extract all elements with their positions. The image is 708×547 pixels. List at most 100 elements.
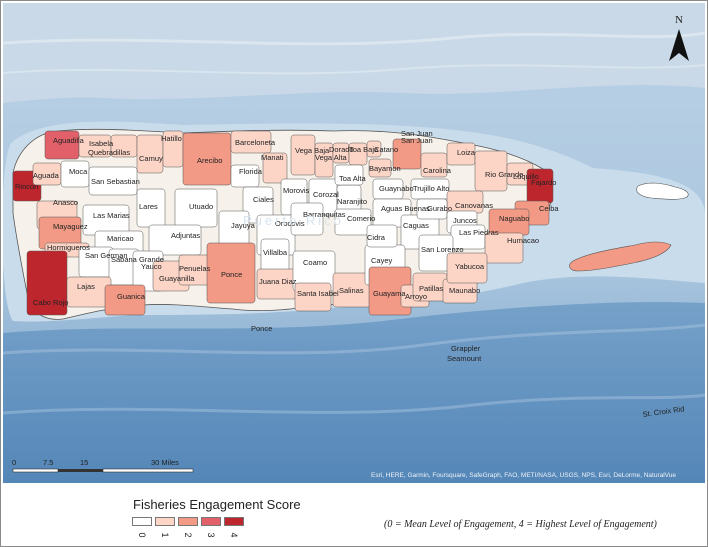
scale-tick-3: 30 Miles [151,458,179,467]
municipality-catano[interactable] [366,140,382,158]
municipality-label-cabo-rojo: Cabo Rojo [33,298,68,307]
municipality-san-juan[interactable] [392,138,422,170]
municipality-carolina[interactable] [420,152,448,178]
scale-bar-segment-2 [102,468,194,473]
municipality-label-aguadilla: Aguadilla [53,136,85,145]
north-arrow-label: N [675,14,683,26]
municipality-label-rio-grande: Rio Grande [485,170,523,179]
municipality-label-ciales: Ciales [253,195,274,204]
municipality-label-guaynabo: Guaynabo [379,184,414,193]
scale-bar: 0 7.5 15 30 Miles [12,458,194,473]
legend-tick-4: 4 [229,532,239,538]
ponce-city-label: Ponce [251,324,272,333]
municipality-label-jayuya: Jayuya [231,221,256,230]
municipality-label-san-juan: San Juan [401,136,433,145]
north-arrow: N [669,14,689,61]
municipality-gurabo[interactable] [416,198,448,220]
municipality-label-santa-isabel: Santa Isabel [297,289,339,298]
municipality-label-maunabo: Maunabo [449,286,480,295]
municipality-humacao[interactable] [484,232,524,264]
municipality-label-arroyo: Arroyo [405,292,427,301]
attribution-text: Esri, HERE, Garmin, Foursquare, SafeGrap… [371,472,676,479]
municipality-label-dorado: Dorado [329,145,354,154]
municipality-label-aguada: Aguada [33,171,60,180]
municipality-label-bayamon: Bayamon [369,164,401,173]
municipality-label-guanica: Guanica [117,292,146,301]
municipality-vega-baja[interactable] [290,134,316,176]
municipality-ponce[interactable] [206,242,256,304]
municipality-label-toa-baja: Toa Baja [349,145,379,154]
municipality-toa-alta[interactable] [334,164,364,186]
municipality-barranquitas[interactable] [290,202,324,236]
municipality-arecibo[interactable] [182,132,232,186]
san-juan-city-label: San Juan [401,129,433,138]
municipality-label-villalba: Villalba [263,248,288,257]
seamount-label: Seamount [447,354,482,363]
municipality-label-barranquitas: Barranquitas [303,210,346,219]
municipality-barceloneta[interactable] [230,130,272,154]
municipality-label-vega-baja: Vega Baja [295,146,330,155]
island-label: Puerto Rico [243,213,344,228]
legend-tick-1: 1 [160,532,170,538]
municipality-label-vega-alta: Vega Alta [315,153,348,162]
municipality-san-sebastian[interactable] [88,166,138,196]
municipality-label-adjuntas: Adjuntas [171,231,200,240]
north-arrow-icon [669,29,689,61]
southern-ridge [3,323,705,355]
municipality-label-fajardo: Fajardo [531,178,556,187]
municipality-label-penuelas: Penuelas [179,264,211,273]
municipality-manati[interactable] [262,152,288,184]
municipality-label-loiza: Loiza [457,148,476,157]
legend-panel: Fisheries Engagement Score 0 1 2 3 4 (0 = Me… [1,484,707,546]
municipality-label-trujillo-alto: Trujillo Alto [413,184,449,193]
scale-tick-1: 7.5 [43,458,53,467]
grappler-label: Grappler [451,344,481,353]
municipality-label-isabela: Isabela [89,139,114,148]
municipality-label-gurabo: Gurabo [427,204,452,213]
municipality-label-maricao: Maricao [107,234,134,243]
municipality-label-lares: Lares [139,202,158,211]
municipality-label-moca: Moca [69,167,88,176]
municipality-label-aguas-buenas: Aguas Buenas [381,204,430,213]
legend-ticks: 0 1 2 3 4 [132,530,247,540]
municipality-label-camuy: Camuy [139,154,163,163]
scale-tick-2: 15 [80,458,88,467]
municipality-label-naguabo: Naguabo [499,214,529,223]
municipality-label-catano: Catano [374,145,398,154]
legend-swatch-4 [224,517,244,526]
southern-deep [3,302,705,483]
municipality-polygons [12,130,554,316]
municipality-label-anasco: Anasco [53,198,78,207]
municipality-cidra[interactable] [366,224,398,248]
legend-swatch-1 [155,517,175,526]
municipality-label-toa-alta: Toa Alta [339,174,367,183]
municipality-label-ponce: Ponce [221,270,242,279]
culebra-island [636,182,689,200]
municipality-comerio[interactable] [334,208,372,236]
municipality-label-canovanas: Canovanas [455,201,493,210]
municipality-label-caguas: Caguas [403,221,429,230]
municipality-santa-isabel[interactable] [294,282,332,312]
map-canvas[interactable]: Aguadilla Isabela Quebradillas Camuy Hatillo… [3,3,705,483]
scale-tick-0: 0 [12,458,16,467]
municipality-label-barceloneta: Barceloneta [235,138,276,147]
municipality-label-morovis: Morovis [283,186,310,195]
municipality-yabucoa[interactable] [446,252,488,284]
municipality-bayamon[interactable] [368,158,392,178]
municipality-label-orocovis: Orocovis [275,219,305,228]
municipality-label-manati: Manati [261,153,284,162]
municipality-guanica[interactable] [104,284,146,316]
trench-ridge [3,31,705,46]
municipality-las-marias[interactable] [82,204,130,236]
municipality-label-rincon: Rincon [15,182,38,191]
trench-ridge-2 [3,64,705,75]
municipality-label-san-sebastian: San Sebastian [91,177,140,186]
municipality-label-naranjito: Naranjito [337,197,367,206]
municipality-label-florida: Florida [239,167,263,176]
municipality-label-guayama: Guayama [373,289,406,298]
municipality-label-juncos: Juncos [453,216,477,225]
municipality-adjuntas[interactable] [148,224,202,256]
municipality-label-comerio: Comerio [347,214,375,223]
